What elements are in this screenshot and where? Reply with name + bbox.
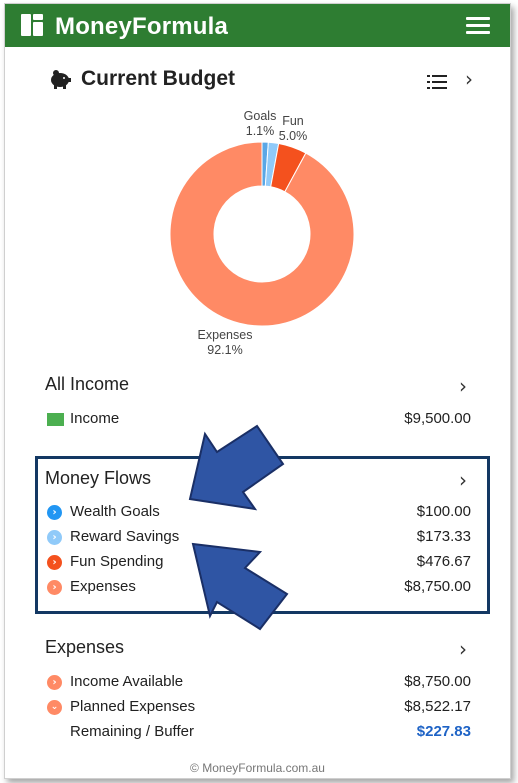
income-label: Income <box>70 410 120 427</box>
top-app-bar: MoneyFormula <box>5 4 510 47</box>
expenses-title: Expenses <box>45 637 125 657</box>
expense-row-remaining-buffer: Remaining / Buffer $227.83 <box>45 721 475 743</box>
donut-slice-expenses <box>169 141 355 327</box>
donut-label-expenses: Expenses 92.1% <box>185 328 265 358</box>
chevron-circle-icon: › <box>47 530 62 545</box>
flow-row-expenses[interactable]: › Expenses $8,750.00 <box>45 576 475 598</box>
all-income-section[interactable]: All Income › Income $9,500.00 <box>45 374 475 434</box>
donut-label-goals: Goals 1.1% <box>235 109 285 139</box>
chevron-down-circle-icon: ⌄ <box>47 700 62 715</box>
chevron-circle-icon: › <box>47 675 62 690</box>
flow-value: $476.67 <box>416 553 471 570</box>
budget-title: Current Budget <box>81 67 235 90</box>
remaining-buffer-value: $227.83 <box>416 723 471 740</box>
flow-value: $100.00 <box>416 503 471 520</box>
expenses-slice-name: Expenses <box>197 328 253 342</box>
chevron-circle-icon: › <box>47 580 62 595</box>
footer-copyright: © MoneyFormula.com.au <box>190 761 325 775</box>
budget-donut-chart: Goals 1.1% Fun 5.0% Expenses 92.1% <box>5 104 510 364</box>
expense-label: Planned Expenses <box>70 698 196 715</box>
donut-label-fun: Fun 5.0% <box>273 114 313 144</box>
money-flows-title: Money Flows <box>45 468 152 488</box>
expense-label: Income Available <box>70 673 184 690</box>
list-icon <box>427 75 430 77</box>
goals-slice-name: Goals <box>243 109 277 123</box>
income-color-swatch <box>47 413 64 426</box>
flow-value: $173.33 <box>416 528 471 545</box>
piggy-bank-icon <box>51 70 71 89</box>
fun-slice-name: Fun <box>282 114 304 128</box>
flow-label: Reward Savings <box>70 528 180 545</box>
income-value: $9,500.00 <box>404 410 471 427</box>
list-view-button[interactable] <box>427 75 447 89</box>
expense-value: $8,522.17 <box>404 698 471 715</box>
budget-chevron-right-icon[interactable]: › <box>465 67 473 91</box>
all-income-title: All Income <box>45 374 130 394</box>
flow-label: Fun Spending <box>70 553 164 570</box>
hamburger-menu-button[interactable] <box>466 17 490 35</box>
flow-label: Expenses <box>70 578 136 595</box>
income-row[interactable]: Income $9,500.00 <box>45 408 475 430</box>
expense-label: Remaining / Buffer <box>70 723 194 740</box>
flows-chevron-right-icon[interactable]: › <box>459 468 467 492</box>
expenses-slice-percent: 92.1% <box>207 343 243 357</box>
fun-slice-percent: 5.0% <box>278 129 308 143</box>
flow-row-reward-savings[interactable]: › Reward Savings $173.33 <box>45 526 475 548</box>
expenses-section[interactable]: Expenses › › Income Available $8,750.00 … <box>45 637 475 757</box>
app-title: MoneyFormula <box>55 13 229 40</box>
money-flows-section[interactable]: Money Flows › › Wealth Goals $100.00 › R… <box>45 468 475 608</box>
expenses-chevron-right-icon[interactable]: › <box>459 637 467 661</box>
flow-row-fun-spending[interactable]: › Fun Spending $476.67 <box>45 551 475 573</box>
income-chevron-right-icon[interactable]: › <box>459 374 467 398</box>
donut-svg <box>169 141 355 327</box>
grid-logo-icon <box>21 14 43 36</box>
app-frame: MoneyFormula Current Budget › <box>4 3 511 779</box>
expense-row-planned-expenses[interactable]: ⌄ Planned Expenses $8,522.17 <box>45 696 475 718</box>
hamburger-icon <box>466 17 490 20</box>
budget-header: Current Budget › <box>49 66 479 96</box>
chevron-circle-icon: › <box>47 505 62 520</box>
flow-label: Wealth Goals <box>70 503 160 520</box>
flow-value: $8,750.00 <box>404 578 471 595</box>
expense-value: $8,750.00 <box>404 673 471 690</box>
expense-row-income-available[interactable]: › Income Available $8,750.00 <box>45 671 475 693</box>
chevron-circle-icon: › <box>47 555 62 570</box>
goals-slice-percent: 1.1% <box>245 124 275 138</box>
flow-row-wealth-goals[interactable]: › Wealth Goals $100.00 <box>45 501 475 523</box>
